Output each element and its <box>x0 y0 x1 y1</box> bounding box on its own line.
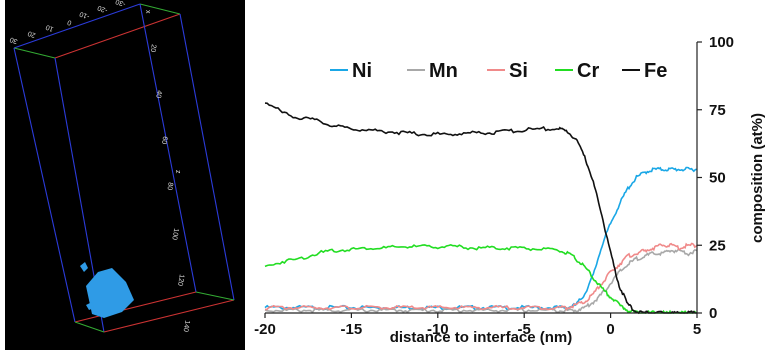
y-tick-label: 75 <box>709 102 726 119</box>
apt-top-tick-label: -20 <box>97 4 109 14</box>
apt-frame-box <box>13 3 235 333</box>
series-line-ni <box>264 166 697 311</box>
apt-frame-edge <box>139 3 181 15</box>
x-tick-label: 5 <box>693 321 701 338</box>
apt-frame-edge <box>13 3 141 49</box>
apt-right-tick-label: 100 <box>170 228 179 241</box>
x-tick-label: -10 <box>427 321 449 338</box>
legend: Ni Mn Si Cr Fe <box>330 60 667 82</box>
apt-top-tick-label: 10 <box>45 23 55 32</box>
apt-frame-edge <box>74 321 105 333</box>
apt-right-axis-label: z <box>174 170 181 174</box>
apt-top-tick-label: 20 <box>27 29 37 38</box>
series-line-mn <box>264 248 698 314</box>
x-tick-label: -15 <box>341 321 363 338</box>
apt-frame-edge <box>13 47 76 323</box>
x-axis-label: distance to interface (nm) <box>390 329 573 346</box>
apt-top-axis-label: x <box>144 10 151 14</box>
apt-frame-edge <box>195 291 235 301</box>
apt-top-tick-label: 30 <box>9 35 19 44</box>
apt-right-tick-label: 120 <box>176 274 185 287</box>
apt-right-tick-label: 20 <box>149 44 157 53</box>
y-axis-ticks: 0 25 50 75 100 <box>697 34 734 322</box>
series-line-fe <box>264 102 697 315</box>
legend-label-cr: Cr <box>577 60 599 82</box>
apt-particle-fragment <box>80 262 88 272</box>
y-tick-label: 50 <box>709 170 726 187</box>
apt-frame-edge <box>54 13 181 59</box>
apt-right-tick-label: 60 <box>160 136 168 145</box>
apt-top-tick-label: 0 <box>67 18 73 26</box>
apt-right-tick-label: 80 <box>165 182 173 191</box>
legend-label-mn: Mn <box>429 60 458 82</box>
apt-particle-body <box>86 268 134 318</box>
apt-top-tick-label: -30 <box>115 0 127 7</box>
apt-top-tick-label: -10 <box>79 10 91 20</box>
series-layer <box>264 102 698 315</box>
apt-particle-fragment <box>86 302 94 310</box>
apt-frame-edge <box>139 3 197 293</box>
apt-top-axis-ticks: 30 20 10 0 -10 -20 -30 <box>9 0 127 45</box>
series-line-cr <box>264 244 698 315</box>
apt-right-tick-label: 140 <box>182 320 191 333</box>
apt-frame-edge <box>103 299 235 333</box>
x-tick-label: -5 <box>518 321 531 338</box>
x-tick-label: 0 <box>606 321 614 338</box>
legend-label-fe: Fe <box>644 60 667 82</box>
y-tick-label: 100 <box>709 34 734 51</box>
apt-frame-edge <box>74 291 197 323</box>
apt-right-tick-label: 40 <box>154 90 162 99</box>
apt-frame-edge <box>179 13 235 301</box>
y-axis-label: composition (at%) <box>749 113 766 243</box>
apt-frame-edge <box>13 47 56 59</box>
y-tick-label: 25 <box>709 237 726 254</box>
apt-particle <box>80 262 134 318</box>
apt-right-axis-ticks: 20 40 60 80 100 120 140 <box>149 44 191 333</box>
x-axis-ticks: -20 -15 -10 -5 0 5 <box>254 313 701 338</box>
x-tick-label: -20 <box>254 321 276 338</box>
series-line-si <box>264 242 698 311</box>
legend-label-ni: Ni <box>352 60 372 82</box>
legend-label-si: Si <box>509 60 528 82</box>
y-tick-label: 0 <box>709 305 717 322</box>
